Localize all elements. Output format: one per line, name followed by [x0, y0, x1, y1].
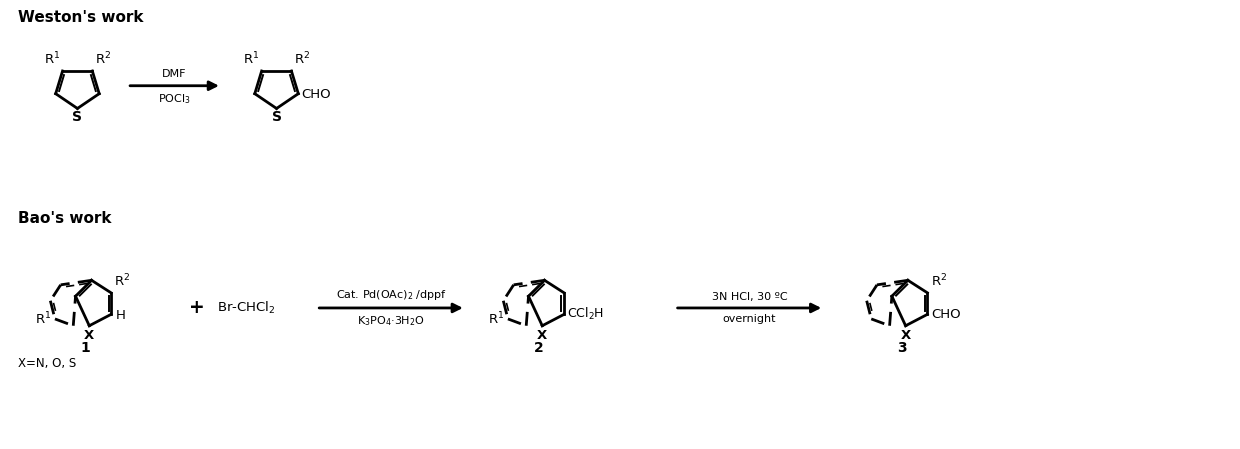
Text: R$^2$: R$^2$	[294, 50, 310, 67]
Text: X=N, O, S: X=N, O, S	[17, 357, 76, 370]
Text: CCl$_2$H: CCl$_2$H	[568, 306, 605, 322]
Text: X: X	[537, 329, 547, 342]
Text: X: X	[84, 329, 94, 342]
Text: CHO: CHO	[931, 308, 961, 321]
Text: R$^1$: R$^1$	[489, 311, 505, 327]
Text: +: +	[188, 299, 205, 317]
Text: R$^1$: R$^1$	[35, 311, 52, 327]
Text: S: S	[72, 110, 82, 124]
Text: 2: 2	[533, 340, 543, 355]
Text: X: X	[900, 329, 910, 342]
Text: S: S	[272, 110, 281, 124]
Text: H: H	[115, 309, 125, 322]
Text: Bao's work: Bao's work	[17, 211, 112, 226]
Text: CHO: CHO	[301, 88, 331, 101]
Text: POCl$_3$: POCl$_3$	[159, 92, 191, 106]
Text: R$^1$: R$^1$	[43, 50, 61, 67]
Text: Weston's work: Weston's work	[17, 10, 143, 25]
Text: 1: 1	[81, 340, 91, 355]
Text: R$^2$: R$^2$	[114, 273, 130, 290]
Text: overnight: overnight	[723, 314, 776, 324]
Text: 3N HCl, 30 ºC: 3N HCl, 30 ºC	[712, 291, 787, 302]
Text: Br-CHCl$_2$: Br-CHCl$_2$	[217, 300, 275, 316]
Text: Cat. Pd(OAc)$_2$ /dppf: Cat. Pd(OAc)$_2$ /dppf	[336, 287, 446, 302]
Text: R$^1$: R$^1$	[243, 50, 259, 67]
Text: 3: 3	[897, 340, 906, 355]
Text: R$^2$: R$^2$	[94, 50, 110, 67]
Text: DMF: DMF	[162, 69, 187, 79]
Text: K$_3$PO$_4$·3H$_2$O: K$_3$PO$_4$·3H$_2$O	[357, 314, 425, 328]
Text: R$^2$: R$^2$	[931, 273, 947, 290]
